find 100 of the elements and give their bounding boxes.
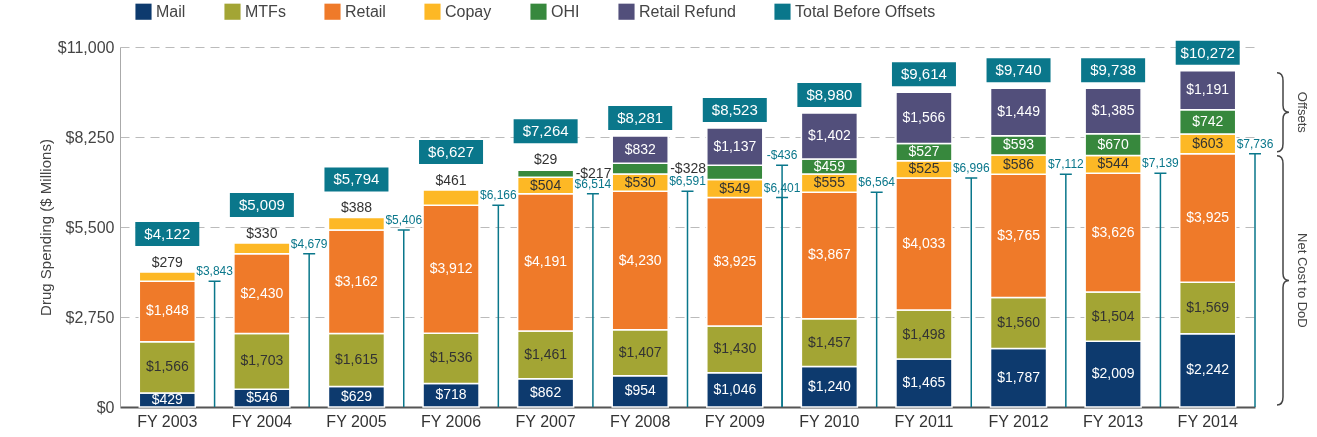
annotation: $6,564 bbox=[858, 175, 896, 190]
total-label: $9,740 bbox=[995, 61, 1042, 79]
y-tick-label: $8,250 bbox=[65, 128, 115, 146]
data-label: $1,191 bbox=[1186, 81, 1230, 98]
data-label: $3,925 bbox=[1186, 209, 1230, 226]
annotation: $7,112 bbox=[1047, 157, 1085, 172]
data-label: $629 bbox=[340, 387, 373, 404]
total-label: $9,614 bbox=[901, 65, 947, 83]
data-label: $1,407 bbox=[618, 343, 662, 360]
data-label: $459 bbox=[813, 157, 846, 174]
data-label: $504 bbox=[530, 176, 562, 193]
data-label: $1,848 bbox=[145, 302, 189, 319]
data-label: $1,385 bbox=[1091, 101, 1135, 118]
x-tick-label: FY 2010 bbox=[799, 412, 860, 430]
data-label: $1,703 bbox=[240, 352, 284, 369]
x-tick-label: FY 2009 bbox=[704, 412, 765, 430]
total-label: $5,009 bbox=[238, 196, 285, 214]
data-label: $1,137 bbox=[713, 137, 757, 154]
legend-label: Retail bbox=[345, 2, 386, 20]
data-label: $1,240 bbox=[807, 377, 851, 394]
annotation: $5,406 bbox=[385, 213, 423, 228]
data-label: $603 bbox=[1192, 134, 1224, 151]
data-label: $461 bbox=[435, 172, 467, 189]
legend-label: Retail Refund bbox=[639, 2, 736, 20]
data-label: $1,536 bbox=[429, 349, 473, 366]
data-label: $954 bbox=[624, 382, 656, 399]
y-tick-label: $0 bbox=[96, 398, 115, 416]
data-label: $1,461 bbox=[524, 345, 568, 362]
data-label: $718 bbox=[435, 386, 467, 403]
data-label: $593 bbox=[1002, 136, 1035, 153]
legend-label: Copay bbox=[445, 2, 492, 20]
data-label: $29 bbox=[533, 151, 558, 168]
data-label: $1,787 bbox=[997, 368, 1041, 385]
annotation: $4,679 bbox=[290, 236, 328, 251]
x-tick-label: FY 2004 bbox=[231, 412, 293, 430]
data-label: $530 bbox=[624, 173, 656, 190]
annotation: $6,166 bbox=[479, 188, 518, 203]
data-label: $670 bbox=[1097, 135, 1129, 152]
data-label: $1,566 bbox=[902, 108, 946, 125]
x-tick-label: FY 2006 bbox=[420, 412, 482, 430]
data-label: $1,402 bbox=[807, 127, 851, 144]
annotation: $6,996 bbox=[952, 161, 990, 176]
data-label: $549 bbox=[719, 179, 751, 196]
data-label: $2,430 bbox=[240, 284, 284, 301]
data-label: $4,033 bbox=[902, 235, 946, 252]
data-label: $1,569 bbox=[1186, 298, 1230, 315]
data-label: $3,912 bbox=[429, 260, 473, 277]
data-label: $544 bbox=[1097, 155, 1129, 172]
total-label: $6,627 bbox=[428, 143, 474, 161]
text: Net Cost to DoD bbox=[1294, 233, 1310, 328]
annotation: $6,591 bbox=[669, 174, 707, 189]
y-axis-title: Drug Spending ($ Millions) bbox=[36, 139, 54, 316]
total-label: $5,794 bbox=[333, 170, 380, 188]
data-label: $3,765 bbox=[997, 226, 1041, 243]
annotation: -$328 bbox=[670, 159, 707, 176]
y-tick-label: $2,750 bbox=[65, 308, 115, 326]
data-label: $525 bbox=[908, 160, 940, 177]
data-label: $1,504 bbox=[1091, 307, 1135, 324]
x-tick-label: FY 2003 bbox=[137, 412, 198, 430]
data-label: $388 bbox=[340, 199, 373, 216]
data-label: $832 bbox=[624, 140, 656, 157]
data-label: $4,230 bbox=[618, 251, 662, 268]
data-label: $1,046 bbox=[713, 380, 757, 397]
x-tick-label: FY 2011 bbox=[894, 412, 954, 430]
data-label: $279 bbox=[151, 254, 184, 271]
annotation: $7,139 bbox=[1142, 156, 1180, 171]
data-label: $555 bbox=[813, 174, 846, 191]
x-tick-label: FY 2012 bbox=[988, 412, 1049, 430]
x-tick-label: FY 2007 bbox=[515, 412, 576, 430]
annotation: $7,736 bbox=[1236, 136, 1274, 151]
data-label: $3,162 bbox=[335, 272, 379, 289]
y-tick-label: $5,500 bbox=[65, 218, 115, 236]
data-label: $1,457 bbox=[807, 333, 851, 350]
total-label: $10,272 bbox=[1180, 43, 1235, 61]
x-tick-label: FY 2005 bbox=[326, 412, 387, 430]
text: Offsets bbox=[1294, 91, 1310, 134]
data-label: $1,465 bbox=[902, 374, 946, 391]
data-label: $1,498 bbox=[902, 325, 946, 342]
legend-label: Total Before Offsets bbox=[795, 2, 936, 20]
total-label: $8,980 bbox=[806, 86, 853, 104]
total-label: $8,281 bbox=[617, 108, 664, 126]
data-label: $742 bbox=[1192, 112, 1224, 129]
total-label: $4,122 bbox=[144, 225, 191, 243]
total-label: $9,738 bbox=[1090, 61, 1137, 79]
annotation: $3,843 bbox=[196, 264, 234, 279]
data-label: $429 bbox=[151, 390, 184, 407]
y-tick-label: $11,000 bbox=[57, 38, 115, 56]
data-label: $1,560 bbox=[997, 313, 1041, 330]
data-label: $2,242 bbox=[1186, 361, 1230, 378]
data-label: $3,925 bbox=[713, 252, 757, 269]
data-label: $527 bbox=[908, 143, 940, 160]
data-label: $1,615 bbox=[335, 350, 379, 367]
x-tick-label: FY 2008 bbox=[610, 412, 671, 430]
total-label: $7,264 bbox=[522, 122, 569, 140]
data-label: $1,430 bbox=[713, 340, 757, 357]
data-label: $586 bbox=[1002, 155, 1035, 172]
data-label: $330 bbox=[246, 225, 278, 242]
data-label: $862 bbox=[530, 383, 562, 400]
data-label: $546 bbox=[246, 389, 278, 406]
x-tick-label: FY 2014 bbox=[1177, 412, 1238, 430]
